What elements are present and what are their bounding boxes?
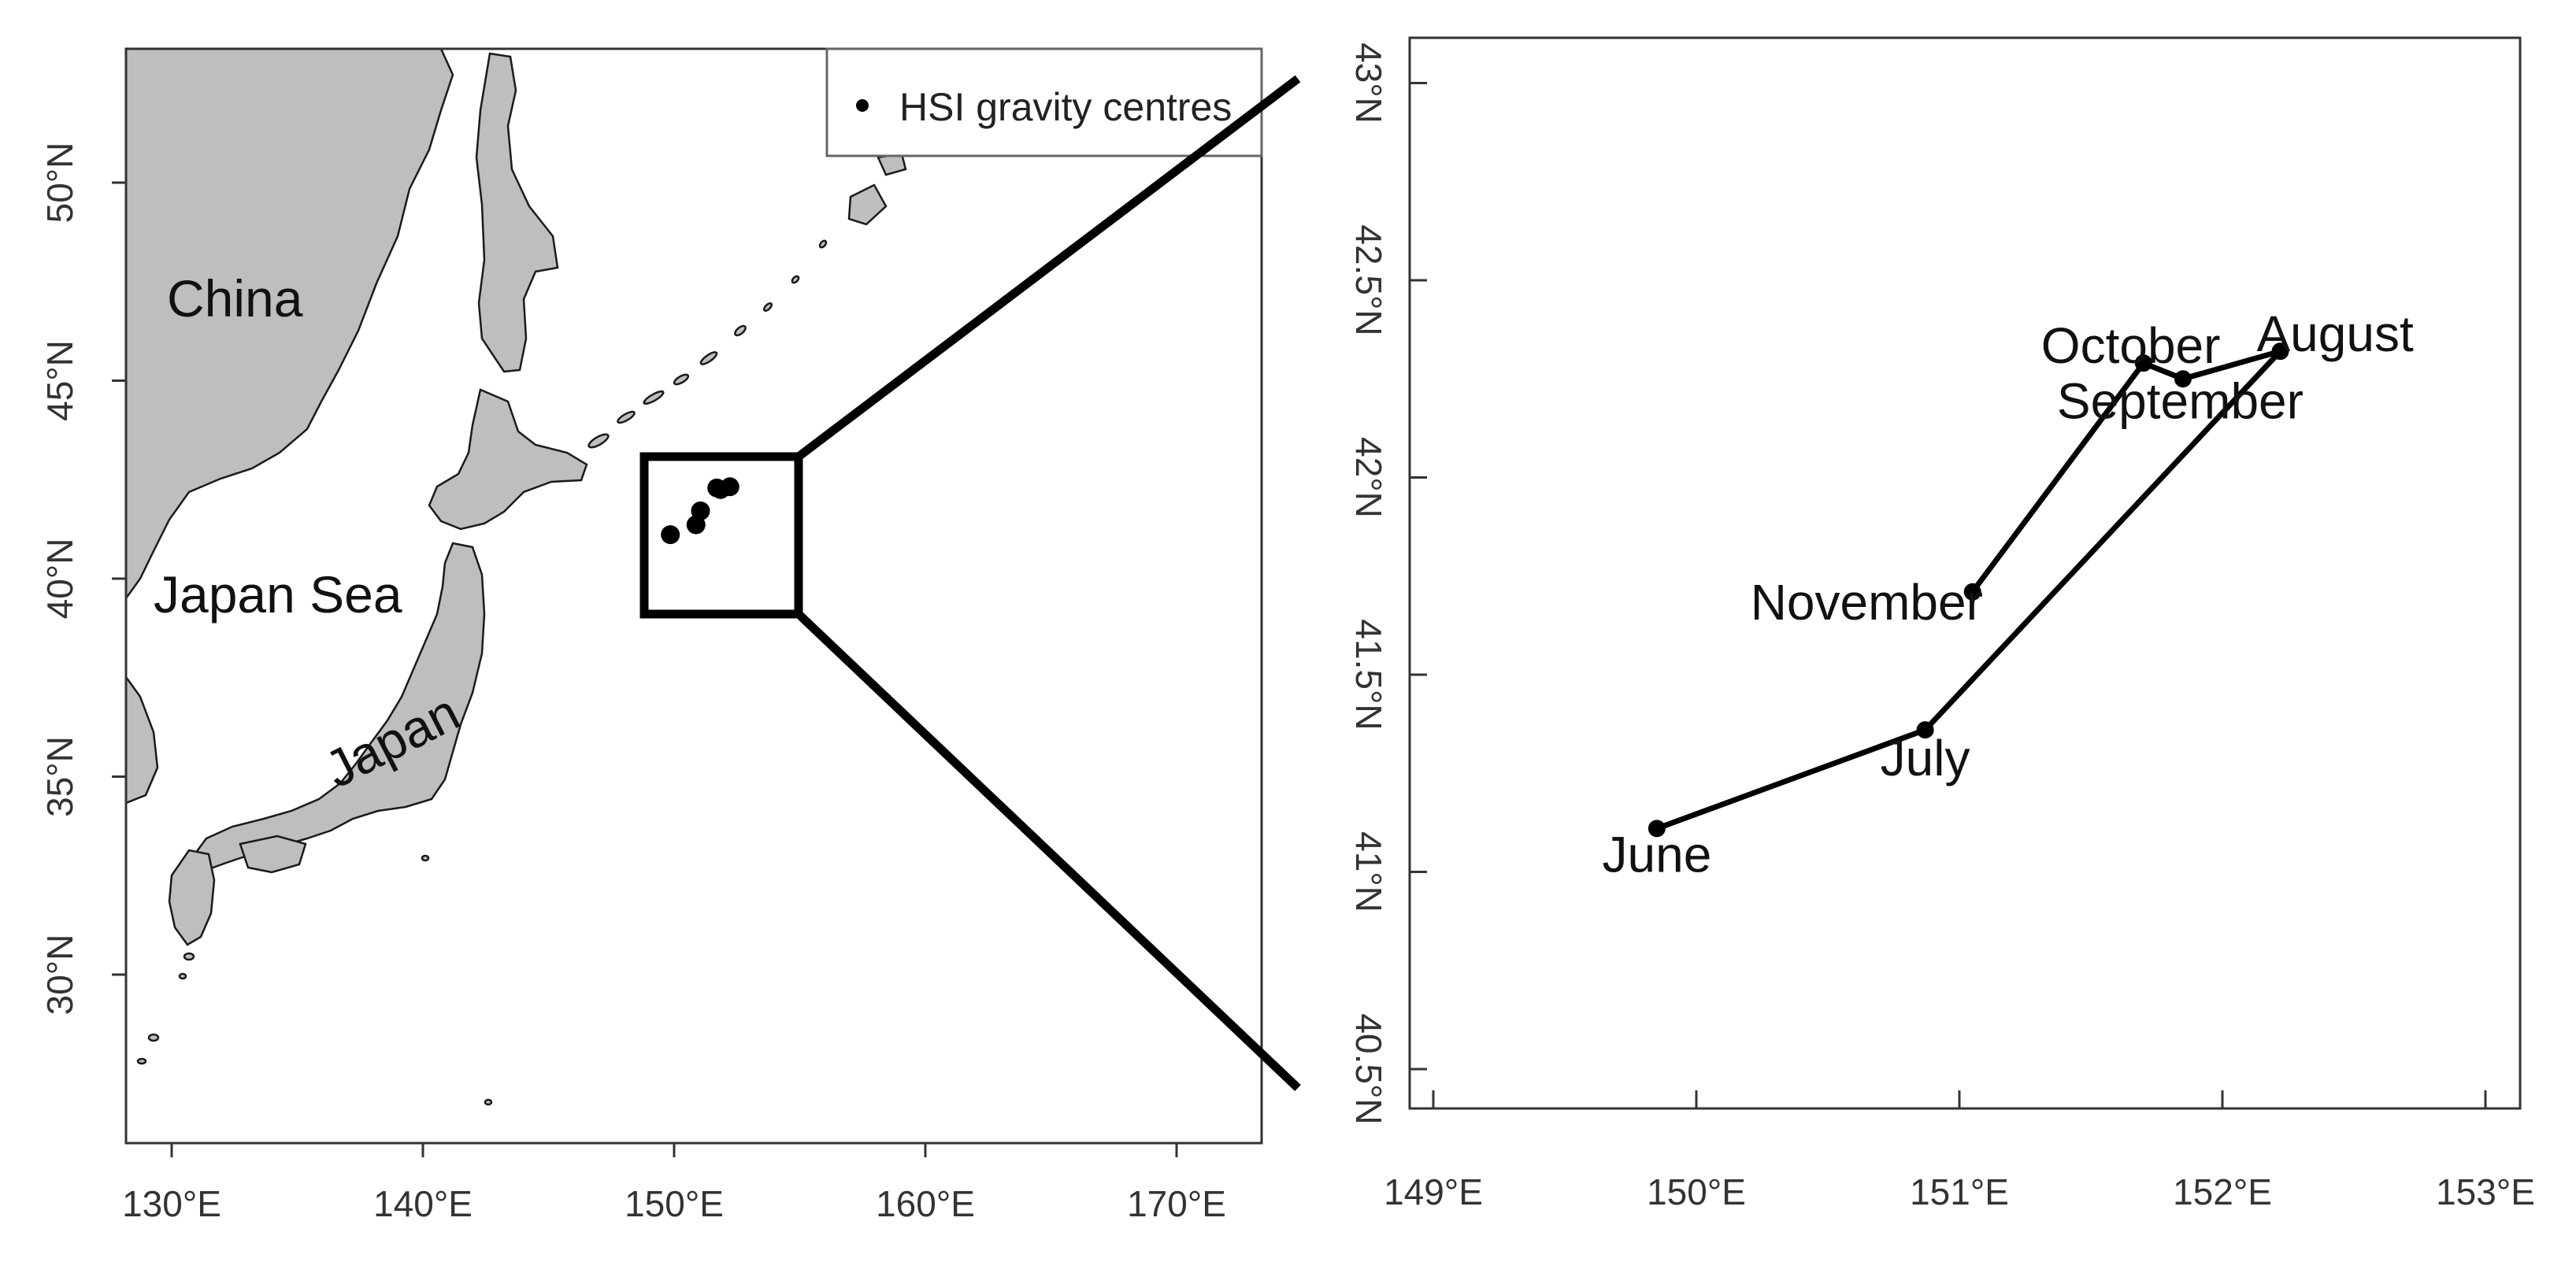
land-kyushu — [168, 849, 216, 946]
map-x-tick-label: 140°E — [373, 1183, 473, 1224]
trajectory-line — [1655, 348, 2283, 831]
trajectory-point — [1963, 583, 1981, 601]
zoom-line-top — [795, 75, 1301, 461]
trajectory-point — [2174, 370, 2192, 388]
map-y-tick-label: 50°N — [39, 142, 80, 224]
chart-frame — [1408, 36, 2522, 1110]
map-gravity-point — [720, 477, 739, 497]
trajectory-point-label: August — [2256, 305, 2413, 362]
label-japan-sea: Japan Sea — [154, 565, 402, 624]
chart-y-tick-label: 43°N — [1348, 43, 1389, 124]
map-y-tick-label: 35°N — [39, 736, 80, 817]
chart-y-axis: 40.5°N 41°N 41.5°N 42°N 42.5°N 43°N — [1348, 43, 1427, 1125]
zoom-line-bottom — [795, 611, 1301, 1091]
island-izu — [421, 854, 430, 862]
island-ryukyu-1 — [147, 1033, 160, 1042]
chart-x-tick-label: 153°E — [2436, 1171, 2535, 1212]
trajectory-point — [2271, 342, 2289, 361]
legend-dot-icon — [856, 99, 869, 112]
legend-box — [825, 47, 1263, 157]
land-honshu — [191, 542, 486, 871]
trajectory-chart: 149°E 150°E 151°E 152°E 153°E 40.5°N 41°N 41.5… — [1348, 36, 2535, 1212]
land-layer — [126, 49, 907, 1106]
land-sakhalin — [475, 52, 559, 373]
map-x-axis: 130°E 140°E 150°E 160°E 170°E — [122, 1143, 1226, 1224]
land-mainland-asia — [126, 49, 454, 601]
chart-x-tick-label: 149°E — [1384, 1171, 1483, 1212]
trajectory-point — [2134, 354, 2152, 372]
island-south — [183, 952, 195, 961]
chart-y-tick-label: 40.5°N — [1348, 1013, 1389, 1124]
trajectory-point-label: June — [1603, 826, 1712, 883]
trajectory-point-label: November — [1751, 574, 1983, 631]
map-y-tick-label: 30°N — [39, 934, 80, 1016]
kuril-islands — [587, 239, 828, 449]
overview-map: China Japan Sea Japan HSI gravity centre… — [39, 47, 1263, 1224]
trajectory-point-label: July — [1881, 730, 1970, 786]
map-x-tick-label: 170°E — [1127, 1183, 1226, 1224]
trajectory-point-label: September — [2057, 372, 2304, 429]
land-hokkaido — [428, 388, 588, 531]
island-east — [484, 1098, 493, 1106]
map-x-tick-label: 130°E — [122, 1183, 221, 1224]
island-south-2 — [178, 972, 187, 980]
chart-x-axis: 149°E 150°E 151°E 152°E 153°E — [1384, 1090, 2535, 1212]
trajectory-point — [1916, 721, 1934, 739]
map-y-axis: 30°N 35°N 40°N 45°N 50°N — [39, 142, 126, 1016]
chart-y-tick-label: 41°N — [1348, 831, 1389, 912]
map-legend: HSI gravity centres — [825, 47, 1263, 157]
chart-x-tick-label: 150°E — [1647, 1171, 1746, 1212]
map-gravity-points — [661, 477, 739, 545]
map-y-tick-label: 45°N — [39, 340, 80, 421]
chart-y-tick-label: 41.5°N — [1348, 619, 1389, 730]
map-gravity-point — [661, 525, 680, 545]
map-x-tick-label: 150°E — [625, 1183, 724, 1224]
island-ryukyu-2 — [136, 1057, 147, 1065]
trajectory-point-label: October — [2041, 317, 2221, 374]
chart-y-tick-label: 42°N — [1348, 437, 1389, 518]
label-china: China — [167, 269, 303, 328]
map-gravity-point — [691, 501, 710, 520]
chart-y-tick-label: 42.5°N — [1348, 224, 1389, 335]
map-frame — [124, 47, 1263, 1145]
inset-box — [639, 452, 803, 619]
land-korea — [126, 675, 159, 805]
legend-label: HSI gravity centres — [899, 85, 1232, 129]
map-y-tick-label: 40°N — [39, 538, 80, 620]
chart-x-tick-label: 152°E — [2173, 1171, 2272, 1212]
map-x-tick-label: 160°E — [876, 1183, 975, 1224]
chart-x-tick-label: 151°E — [1910, 1171, 2009, 1212]
land-shikoku — [239, 834, 307, 874]
trajectory-point — [1648, 820, 1666, 838]
